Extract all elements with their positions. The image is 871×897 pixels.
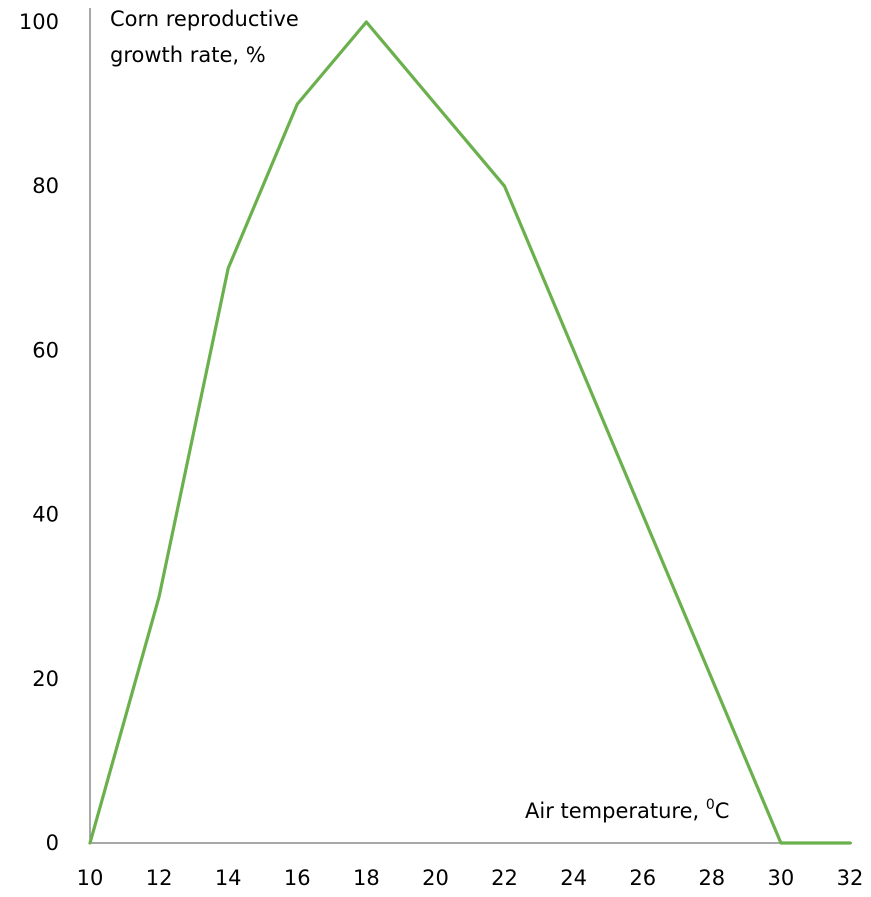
y-axis-title-line-2: growth rate, % xyxy=(110,43,266,67)
x-tick-label: 18 xyxy=(353,866,380,890)
x-tick-label: 12 xyxy=(146,866,173,890)
y-tick-label: 20 xyxy=(32,667,59,691)
y-tick-labels: 0 20 40 60 80 100 xyxy=(19,10,59,855)
x-axis-title-superscript: 0 xyxy=(706,797,715,813)
y-tick-label: 0 xyxy=(46,831,59,855)
x-axis-title-unit: C xyxy=(715,799,730,823)
x-tick-label: 24 xyxy=(560,866,587,890)
x-tick-label: 30 xyxy=(768,866,795,890)
x-axis-title: Air temperature, 0C xyxy=(525,797,729,823)
x-tick-label: 32 xyxy=(837,866,864,890)
series-line xyxy=(88,20,852,845)
x-tick-label: 26 xyxy=(629,866,656,890)
x-tick-label: 28 xyxy=(698,866,725,890)
y-axis-title-line-1: Corn reproductive xyxy=(110,7,299,31)
x-tick-label: 16 xyxy=(284,866,311,890)
series-layer xyxy=(88,20,852,845)
x-tick-label: 20 xyxy=(422,866,449,890)
x-tick-label: 22 xyxy=(491,866,518,890)
y-tick-label: 80 xyxy=(32,174,59,198)
y-tick-label: 100 xyxy=(19,10,59,34)
x-tick-label: 10 xyxy=(77,866,104,890)
x-tick-label: 14 xyxy=(215,866,242,890)
y-tick-label: 60 xyxy=(32,338,59,362)
axes xyxy=(89,8,852,844)
x-tick-labels: 10 12 14 16 18 20 22 24 26 28 30 32 xyxy=(77,866,864,890)
x-axis-title-text: Air temperature, xyxy=(525,799,706,823)
y-tick-label: 40 xyxy=(32,503,59,527)
